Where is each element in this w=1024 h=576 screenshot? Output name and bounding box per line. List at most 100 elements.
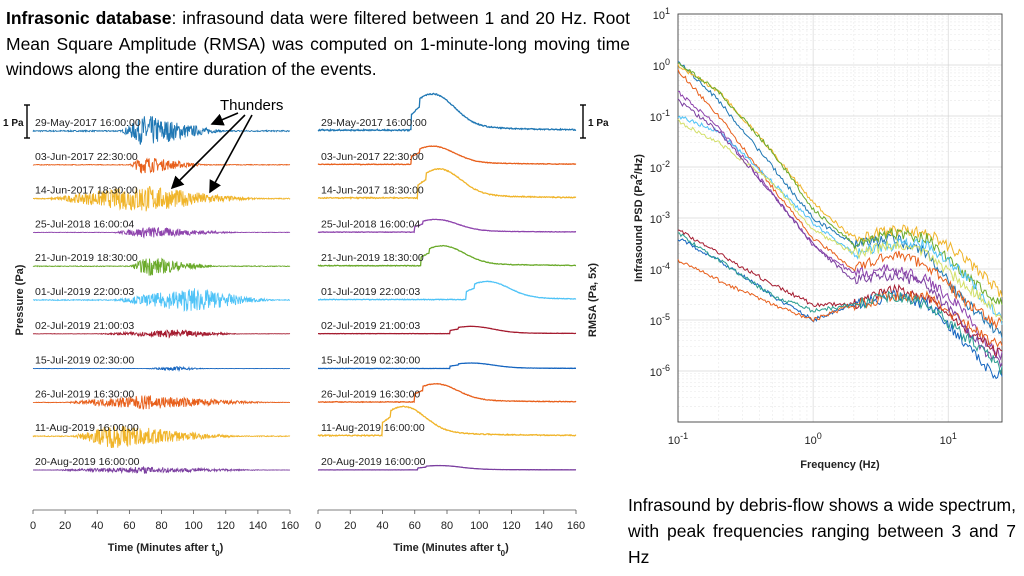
series-label-3: 25-Jul-2018 16:00:04 (35, 218, 134, 230)
series-10: 20-Aug-2019 16:00:00 (317, 456, 577, 471)
y-tick-label-7: 10-6 (650, 363, 670, 379)
intro-text: : infrasound data were filtered between … (6, 8, 630, 79)
series-4: 21-Jun-2019 18:30:00 (317, 244, 577, 267)
rmsa-line-5 (318, 280, 577, 301)
rmsa-line-9 (317, 405, 577, 438)
y-tick-exponent: -6 (662, 363, 670, 373)
thunders-label: Thunders (220, 97, 283, 114)
x-tick-label-4: 80 (155, 520, 167, 532)
x-tick-label-6: 120 (217, 520, 235, 532)
psd-line-7 (677, 238, 1003, 380)
x-tick-label-2: 40 (91, 520, 103, 532)
rmsa-line-7 (317, 362, 576, 370)
rmsa-line-10 (317, 464, 577, 471)
y-tick-exponent: 1 (665, 6, 670, 16)
rmsa-line-6 (318, 325, 577, 335)
series-1: 03-Jun-2017 22:30:00 (32, 151, 291, 174)
series-2: 14-Jun-2017 18:30:00 (33, 185, 291, 212)
y-tick-exponent: -2 (662, 159, 670, 169)
series-7: 15-Jul-2019 02:30:00 (317, 355, 576, 370)
x-tick-label-1: 100 (804, 431, 821, 447)
series-label-3: 25-Jul-2018 16:00:04 (321, 218, 420, 230)
x-tick-label-2: 40 (376, 520, 388, 532)
series-label-8: 26-Jul-2019 16:30:00 (321, 388, 420, 400)
x-tick-label-8: 160 (281, 520, 299, 532)
intro-paragraph: Infrasonic database: infrasound data wer… (6, 6, 630, 83)
scale-bar-label: 1 Pa (588, 118, 609, 129)
waveform-5 (32, 288, 290, 313)
series-3: 25-Jul-2018 16:00:04 (317, 218, 577, 234)
series-1: 03-Jun-2017 22:30:00 (317, 145, 577, 166)
series-label-5: 01-Jul-2019 22:00:03 (35, 286, 134, 298)
conclusion-text: Infrasound by debris-flow shows a wide s… (628, 495, 1016, 567)
series-label-4: 21-Jun-2019 18:30:00 (35, 252, 138, 264)
rmsa-line-4 (317, 244, 577, 267)
x-tick-exponent: -1 (680, 431, 688, 441)
psd-panel: 10-1 100 10110110010-110-210-310-410-510-6… (629, 6, 1003, 471)
rmsa-line-2 (317, 168, 577, 200)
x-tick-label-0: 0 (315, 520, 321, 532)
series-3: 25-Jul-2018 16:00:04 (33, 218, 291, 239)
waveform-10 (33, 465, 291, 475)
series-label-8: 26-Jul-2019 16:30:00 (35, 388, 134, 400)
psd-line-9 (677, 118, 1003, 322)
x-tick-label-6: 120 (502, 520, 520, 532)
series-label-7: 15-Jul-2019 02:30:00 (35, 355, 134, 367)
waveform-4 (32, 257, 291, 276)
series-label-10: 20-Aug-2019 16:00:00 (35, 456, 140, 468)
x-axis-label-subscript: 0 (215, 549, 220, 558)
psd-line-5 (677, 115, 1003, 325)
y-tick-exponent: -1 (662, 108, 670, 118)
y-axis-label: Infrasound PSD (Pa2/Hz) (629, 154, 645, 282)
y-axis-label: RMSA (Pa, 5x) (587, 263, 599, 338)
y-tick-label-6: 10-5 (650, 312, 670, 328)
x-tick-label-1: 20 (344, 520, 356, 532)
series-label-2: 14-Jun-2017 18:30:00 (321, 185, 424, 197)
y-tick-exponent: -3 (662, 210, 670, 220)
psd-line-11 (677, 232, 1003, 375)
x-tick-label-3: 60 (409, 520, 421, 532)
series-label-1: 03-Jun-2017 22:30:00 (321, 151, 424, 163)
thunders-annotation: Thunders (170, 97, 283, 194)
series-8: 26-Jul-2019 16:30:00 (32, 388, 290, 410)
series-label-1: 03-Jun-2017 22:30:00 (35, 151, 138, 163)
series-8: 26-Jul-2019 16:30:00 (317, 382, 577, 404)
series-label-2: 14-Jun-2017 18:30:00 (35, 185, 138, 197)
x-tick-label-1: 20 (59, 520, 71, 532)
y-axis-label: Pressure (Pa) (14, 264, 26, 335)
series-10: 20-Aug-2019 16:00:00 (33, 456, 291, 475)
series-9: 11-Aug-2019 16:00:00 (317, 405, 577, 438)
x-tick-label-4: 80 (441, 520, 453, 532)
waveform-6 (32, 329, 291, 339)
series-9: 11-Aug-2019 16:00:00 (32, 422, 291, 449)
series-0: 29-May-2017 16:00:00 (32, 115, 291, 145)
series-0: 29-May-2017 16:00:00 (317, 92, 577, 133)
series-label-6: 02-Jul-2019 21:00:03 (321, 320, 420, 332)
waveform-9 (32, 425, 291, 449)
psd-line-10 (677, 98, 1003, 369)
waveform-1 (32, 157, 291, 174)
series-label-10: 20-Aug-2019 16:00:00 (321, 456, 426, 468)
x-axis-label-tail: ) (505, 542, 509, 554)
y-tick-label-0: 101 (653, 6, 670, 22)
x-tick-label-7: 140 (535, 520, 553, 532)
psd-line-1 (677, 69, 1003, 331)
psd-line-8 (677, 259, 1003, 348)
x-axis-label: Time (Minutes after t0) (108, 542, 224, 558)
psd-line-4 (677, 62, 1003, 305)
plot-frame (677, 13, 1003, 423)
waveform-7 (32, 365, 291, 373)
series-label-6: 02-Jul-2019 21:00:03 (35, 320, 134, 332)
y-tick-exponent: -4 (662, 261, 670, 271)
scale-bar-label: 1 Pa (3, 118, 24, 129)
series-label-9: 11-Aug-2019 16:00:00 (321, 422, 425, 434)
x-tick-label-8: 160 (567, 520, 585, 532)
series-6: 02-Jul-2019 21:00:03 (318, 320, 577, 335)
y-tick-label-1: 100 (653, 57, 670, 73)
series-5: 01-Jul-2019 22:00:03 (318, 280, 577, 301)
series-5: 01-Jul-2019 22:00:03 (32, 286, 290, 313)
x-axis-label: Time (Minutes after t0) (393, 542, 509, 558)
series-4: 21-Jun-2019 18:30:00 (32, 252, 291, 276)
x-tick-label-3: 60 (123, 520, 135, 532)
